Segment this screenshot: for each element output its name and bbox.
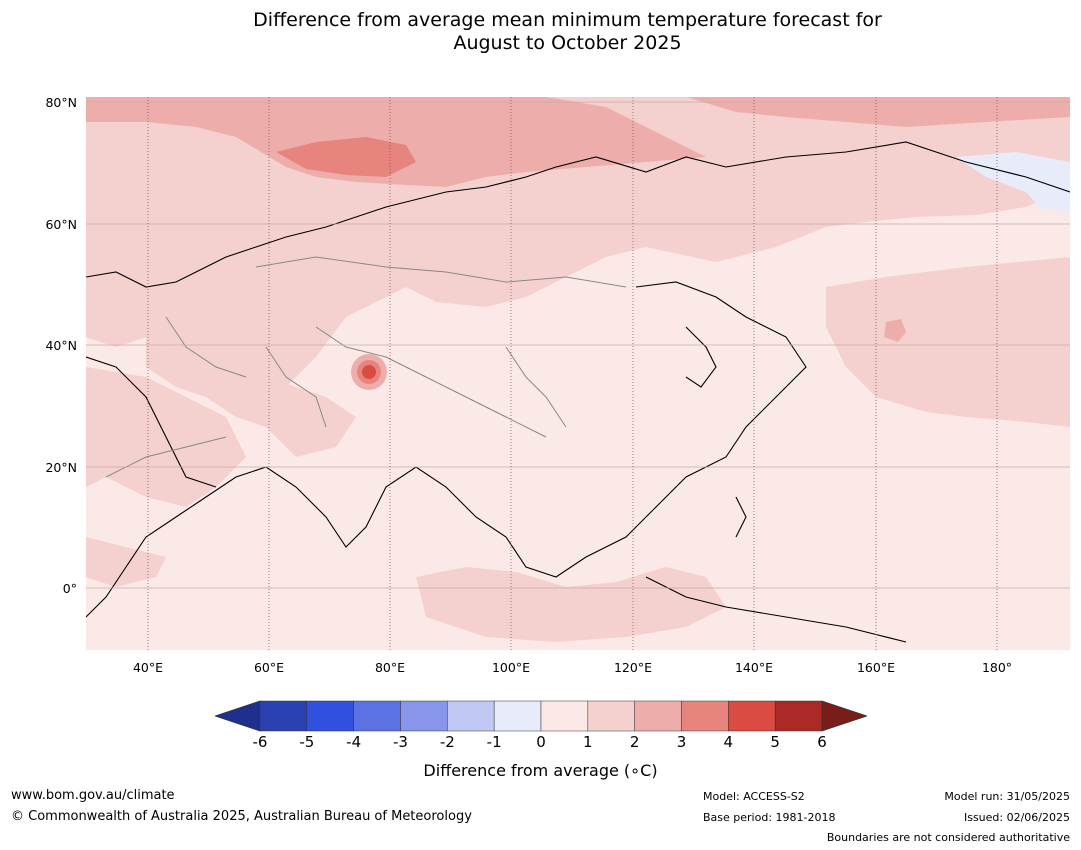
footer-issued: Issued: 02/06/2025 [963,811,1070,824]
colorbar-segment [353,700,401,732]
anomaly-3-4-zone [276,137,416,177]
footer-model-run: Model run: 31/05/2025 [944,790,1070,803]
hotspot-inner [362,365,376,379]
anomaly-2-3-zone-pacific-spot [884,319,906,342]
anomaly-2-3-zone-siberia [86,97,706,187]
colorbar-extend-high [821,700,867,732]
map-panel [86,97,1070,650]
lon-label-40e: 40°E [132,660,164,675]
colorbar-tick-label: 0 [536,733,546,751]
lon-label-80e: 80°E [374,660,406,675]
lon-label-100e: 100°E [491,660,530,675]
colorbar-segment [728,700,776,732]
anomaly-1-2-zone-central-asia [146,337,356,457]
colorbar-segment [681,700,729,732]
lat-label-80n: 80°N [45,95,77,110]
colorbar-tick-label: -4 [346,733,362,751]
colorbar-segment [634,700,682,732]
colorbar-segment [774,700,823,732]
lon-label-140e: 140°E [734,660,773,675]
longitude-gridlines [147,97,998,650]
title-line-1: Difference from average mean minimum tem… [253,9,882,31]
colorbar-extend-low [215,700,261,732]
colorbar-segment [540,700,589,732]
lat-label-60n: 60°N [45,217,77,232]
lon-label-120e: 120°E [613,660,652,675]
anomaly-1-2-zone-indian-ocean [416,567,726,642]
colorbar-tick-label: -3 [393,733,408,751]
footer-website[interactable]: www.bom.gov.au/climate [11,788,175,803]
footer-base-period: Base period: 1981-2018 [703,811,836,824]
colorbar-segment [447,700,495,732]
latitude-gridlines [86,101,1070,589]
colorbar-segment [493,700,542,732]
anomaly-1-2-zone-africa [86,537,166,587]
map-svg [86,97,1070,650]
colorbar-tick-label: 3 [676,733,687,751]
footer-disclaimer: Boundaries are not considered authoritat… [826,831,1070,844]
colorbar-tick-label: -1 [486,733,502,751]
chart-title: Difference from average mean minimum tem… [0,9,1081,55]
colorbar-tick-label: 4 [723,733,734,751]
colorbar-segment [306,700,354,732]
colorbar-segment [400,700,448,732]
footer-copyright: © Commonwealth of Australia 2025, Austra… [11,809,472,824]
colorbar-segment [259,700,308,732]
lon-label-160e: 160°E [856,660,895,675]
footer-model: Model: ACCESS-S2 [703,790,805,803]
colorbar-tick-label: 5 [770,733,780,751]
colorbar-tick-label: -6 [252,733,268,751]
lon-label-60e: 60°E [253,660,285,675]
lon-label-180: 180° [981,660,1013,675]
lat-label-0: 0° [62,581,77,596]
title-line-2: August to October 2025 [453,32,682,54]
colorbar-segment [587,700,635,732]
lat-label-40n: 40°N [45,338,77,353]
lat-label-20n: 20°N [45,460,77,475]
colorbar-tick-label: -5 [299,733,315,751]
country-borders [105,256,627,478]
colorbar-tick-label: 1 [583,733,593,751]
coastlines [86,141,1070,643]
colorbar-label: Difference from average (∘C) [423,761,658,780]
anomaly-1-2-zone-pacific [826,257,1070,427]
anomaly-2-3-zone-east [686,97,1070,127]
colorbar [215,700,867,732]
colorbar-tick-label: -2 [439,733,455,751]
colorbar-tick-label: 6 [817,733,827,751]
colorbar-tick-label: 2 [629,733,640,751]
